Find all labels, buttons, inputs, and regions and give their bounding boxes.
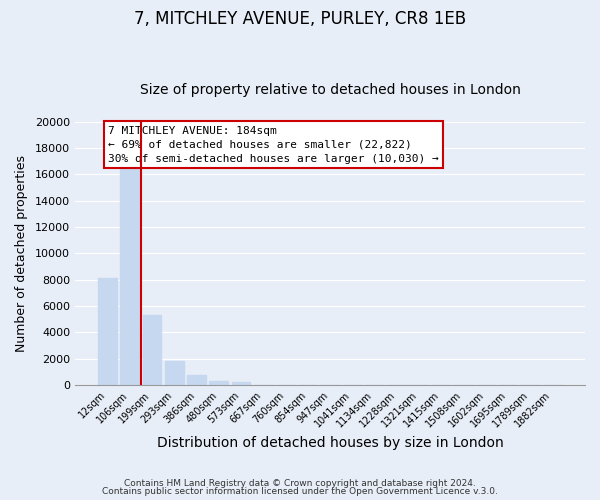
- Bar: [121, 168, 139, 385]
- Text: 7, MITCHLEY AVENUE, PURLEY, CR8 1EB: 7, MITCHLEY AVENUE, PURLEY, CR8 1EB: [134, 10, 466, 28]
- Bar: [165, 362, 184, 385]
- Bar: [187, 375, 206, 385]
- Text: Contains HM Land Registry data © Crown copyright and database right 2024.: Contains HM Land Registry data © Crown c…: [124, 478, 476, 488]
- Bar: [209, 381, 228, 385]
- Bar: [232, 382, 250, 385]
- Y-axis label: Number of detached properties: Number of detached properties: [15, 155, 28, 352]
- Text: Contains public sector information licensed under the Open Government Licence v.: Contains public sector information licen…: [102, 487, 498, 496]
- Bar: [98, 278, 117, 385]
- Text: 7 MITCHLEY AVENUE: 184sqm
← 69% of detached houses are smaller (22,822)
30% of s: 7 MITCHLEY AVENUE: 184sqm ← 69% of detac…: [108, 126, 439, 164]
- Bar: [143, 315, 161, 385]
- X-axis label: Distribution of detached houses by size in London: Distribution of detached houses by size …: [157, 436, 503, 450]
- Title: Size of property relative to detached houses in London: Size of property relative to detached ho…: [140, 83, 520, 97]
